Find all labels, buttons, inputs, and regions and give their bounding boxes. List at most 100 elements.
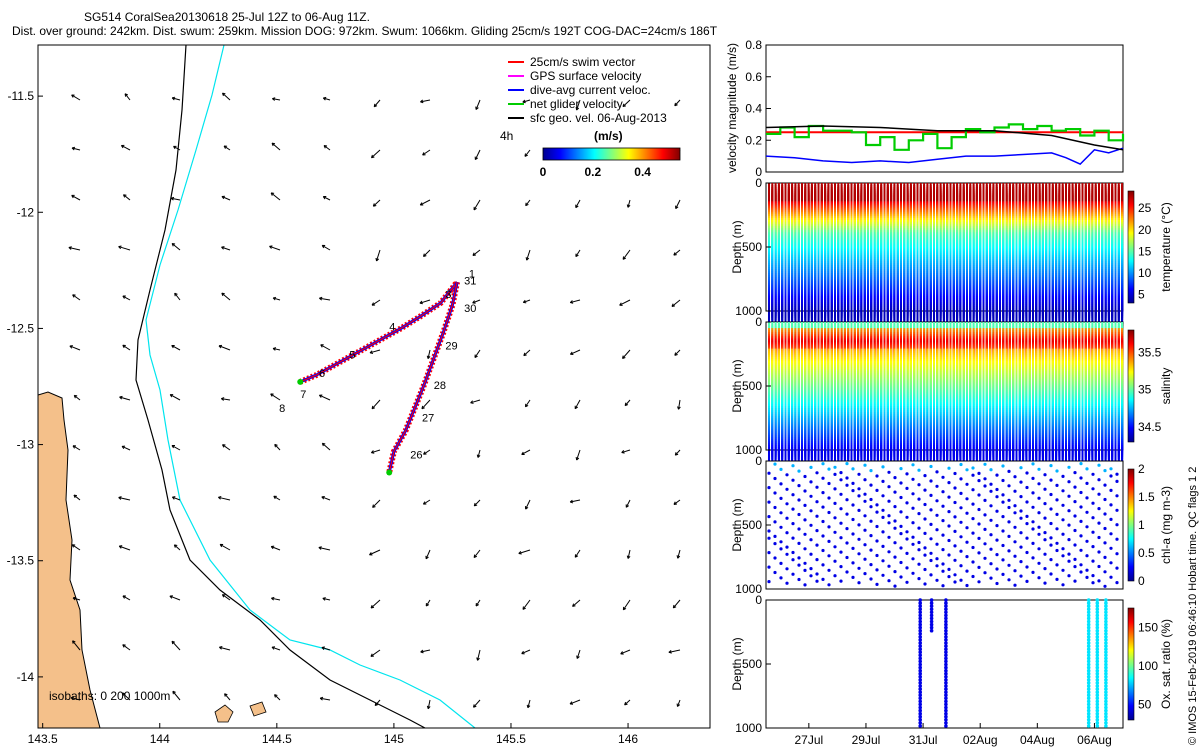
sfc-geo-velocity-arrow	[522, 99, 531, 104]
sfc-geo-velocity-arrow	[172, 690, 181, 701]
copyright-note: © IMOS 15-Feb-2019 06:46:10 Hobart time.…	[1187, 467, 1199, 745]
legend-entry: sfc geo. vel. 06-Aug-2013	[530, 111, 667, 125]
sfc-geo-velocity-arrow	[625, 499, 631, 508]
sfc-geo-velocity-arrow	[219, 543, 231, 551]
depth-axis-label: Depth (m)	[730, 220, 744, 273]
sfc-geo-velocity-arrow	[524, 149, 531, 157]
oxygen-panel-colorbar-tick: 150	[1138, 620, 1158, 634]
sfc-geo-velocity-arrow	[525, 249, 531, 261]
sfc-geo-velocity-arrow	[272, 97, 281, 101]
chl-a-panel-colorbar-tick: 0	[1138, 574, 1145, 588]
oxygen-samples	[918, 598, 1108, 728]
map-y-tick-label: -13	[17, 438, 35, 452]
sfc-geo-velocity-arrow	[369, 549, 381, 556]
sfc-geo-velocity-arrow	[472, 699, 481, 708]
sfc-geo-velocity-arrow	[369, 349, 381, 354]
sfc-geo-velocity-arrow	[273, 495, 281, 501]
salinity-panel-colorbar-tick: 35.5	[1138, 345, 1162, 359]
sfc-geo-velocity-arrow	[171, 496, 181, 501]
sfc-geo-velocity-arrow	[476, 449, 481, 458]
sfc-geo-velocity-arrow	[370, 449, 381, 454]
track-day-label: 5	[349, 350, 355, 362]
sfc-geo-velocity-arrow	[426, 699, 431, 710]
sfc-geo-velocity-arrow	[72, 596, 81, 601]
sfc-geo-velocity-arrow	[271, 646, 281, 651]
time-x-tick-label: 29Jul	[852, 733, 881, 747]
sfc-geo-velocity-arrow	[673, 499, 681, 505]
sfc-geo-velocity-arrow	[370, 599, 381, 609]
track-day-label: 1	[469, 268, 475, 280]
sfc-geo-velocity-arrow	[120, 144, 131, 151]
sfc-geo-velocity-arrow	[271, 596, 281, 601]
sfc-geo-velocity-arrow	[122, 295, 131, 301]
sfc-geo-velocity-arrow	[222, 92, 231, 101]
sfc-geo-velocity-arrow	[222, 444, 231, 451]
sfc-geo-velocity-arrow	[425, 549, 431, 560]
map-x-tick-label: 146	[618, 732, 638, 746]
sfc-geo-velocity-arrow	[574, 399, 581, 410]
velocity-dive-avg-series	[765, 147, 1124, 165]
sfc-geo-velocity-arrow	[171, 344, 181, 351]
colorbar-tick-label: 0	[540, 165, 547, 179]
sfc-geo-velocity-arrow	[671, 299, 681, 307]
sfc-geo-velocity-arrow	[522, 299, 531, 304]
sfc-geo-velocity-arrow	[624, 399, 631, 407]
return-track	[388, 281, 458, 473]
velocity-geo-series	[765, 125, 1124, 151]
time-x-tick-label: 04Aug	[1020, 733, 1055, 747]
sfc-geo-velocity-arrow	[472, 249, 481, 257]
sfc-geo-velocity-arrow	[472, 299, 481, 304]
salinity-panel-colorbar-tick: 35	[1138, 383, 1152, 397]
isobath-200m	[145, 45, 476, 728]
track-start-marker	[297, 378, 304, 385]
time-x-tick-label: 02Aug	[963, 733, 998, 747]
oxygen-panel-colorbar-label: Ox. sat. ratio (%)	[1159, 619, 1173, 709]
legend-entry: net glider velocity	[530, 97, 623, 111]
sfc-geo-velocity-arrow	[118, 496, 131, 501]
depth-tick-label: 0	[755, 454, 762, 468]
sfc-geo-velocity-arrow	[270, 393, 281, 401]
oxygen-panel-colorbar-tick: 50	[1138, 698, 1152, 712]
track-day-label: 31	[464, 275, 476, 287]
sfc-geo-velocity-arrow	[73, 394, 81, 401]
sfc-geo-velocity-arrow	[370, 149, 381, 159]
sfc-geo-velocity-arrow	[274, 694, 281, 701]
sfc-geo-velocity-arrow	[71, 146, 81, 151]
map-x-tick-label: 145	[384, 732, 404, 746]
map-x-tick-label: 144	[150, 732, 170, 746]
sfc-geo-velocity-arrow	[524, 399, 531, 408]
sfc-geo-velocity-arrow	[124, 93, 131, 101]
sfc-geo-velocity-arrow	[674, 99, 681, 107]
track-day-label: 30	[464, 303, 476, 315]
sfc-geo-velocity-arrow	[71, 94, 81, 101]
velocity-y-tick-label: 0.4	[745, 102, 762, 116]
sfc-geo-velocity-arrow	[473, 549, 481, 558]
sfc-geo-velocity-arrow	[122, 595, 131, 601]
isobath-legend: isobaths: 0 200 1000m	[49, 689, 170, 703]
sfc-geo-velocity-arrow	[422, 149, 431, 156]
map-y-tick-label: -12.5	[7, 321, 35, 335]
depth-tick-label: 500	[742, 518, 762, 532]
sfc-geo-velocity-arrow	[322, 195, 331, 201]
sfc-geo-velocity-arrow	[69, 345, 81, 351]
sfc-geo-velocity-arrow	[575, 449, 581, 461]
sfc-geo-velocity-arrow	[169, 394, 181, 401]
temperature-panel-colorbar-tick: 20	[1138, 223, 1152, 237]
sfc-geo-velocity-arrow	[420, 649, 431, 654]
sfc-geo-velocity-arrow	[219, 646, 231, 651]
sfc-geo-velocity-arrow	[626, 199, 631, 208]
sfc-geo-velocity-arrow	[675, 199, 681, 210]
sfc-geo-velocity-arrow	[525, 199, 531, 207]
track-day-label: 28	[434, 380, 446, 392]
sfc-geo-velocity-arrow	[269, 245, 281, 251]
sfc-geo-velocity-arrow	[476, 649, 481, 661]
chl-a-panel-colorbar-tick: 1	[1138, 518, 1145, 532]
sfc-geo-velocity-arrow	[673, 249, 681, 256]
sfc-geo-velocity-arrow	[224, 693, 231, 701]
legend-entry: dive-avg current veloc.	[530, 83, 651, 97]
colorbar-tick-label: 0.4	[634, 165, 651, 179]
sfc-geo-velocity-arrow	[371, 399, 381, 410]
scale-arrow-label: 4h	[500, 129, 513, 143]
sfc-geo-velocity-arrow	[576, 649, 581, 659]
